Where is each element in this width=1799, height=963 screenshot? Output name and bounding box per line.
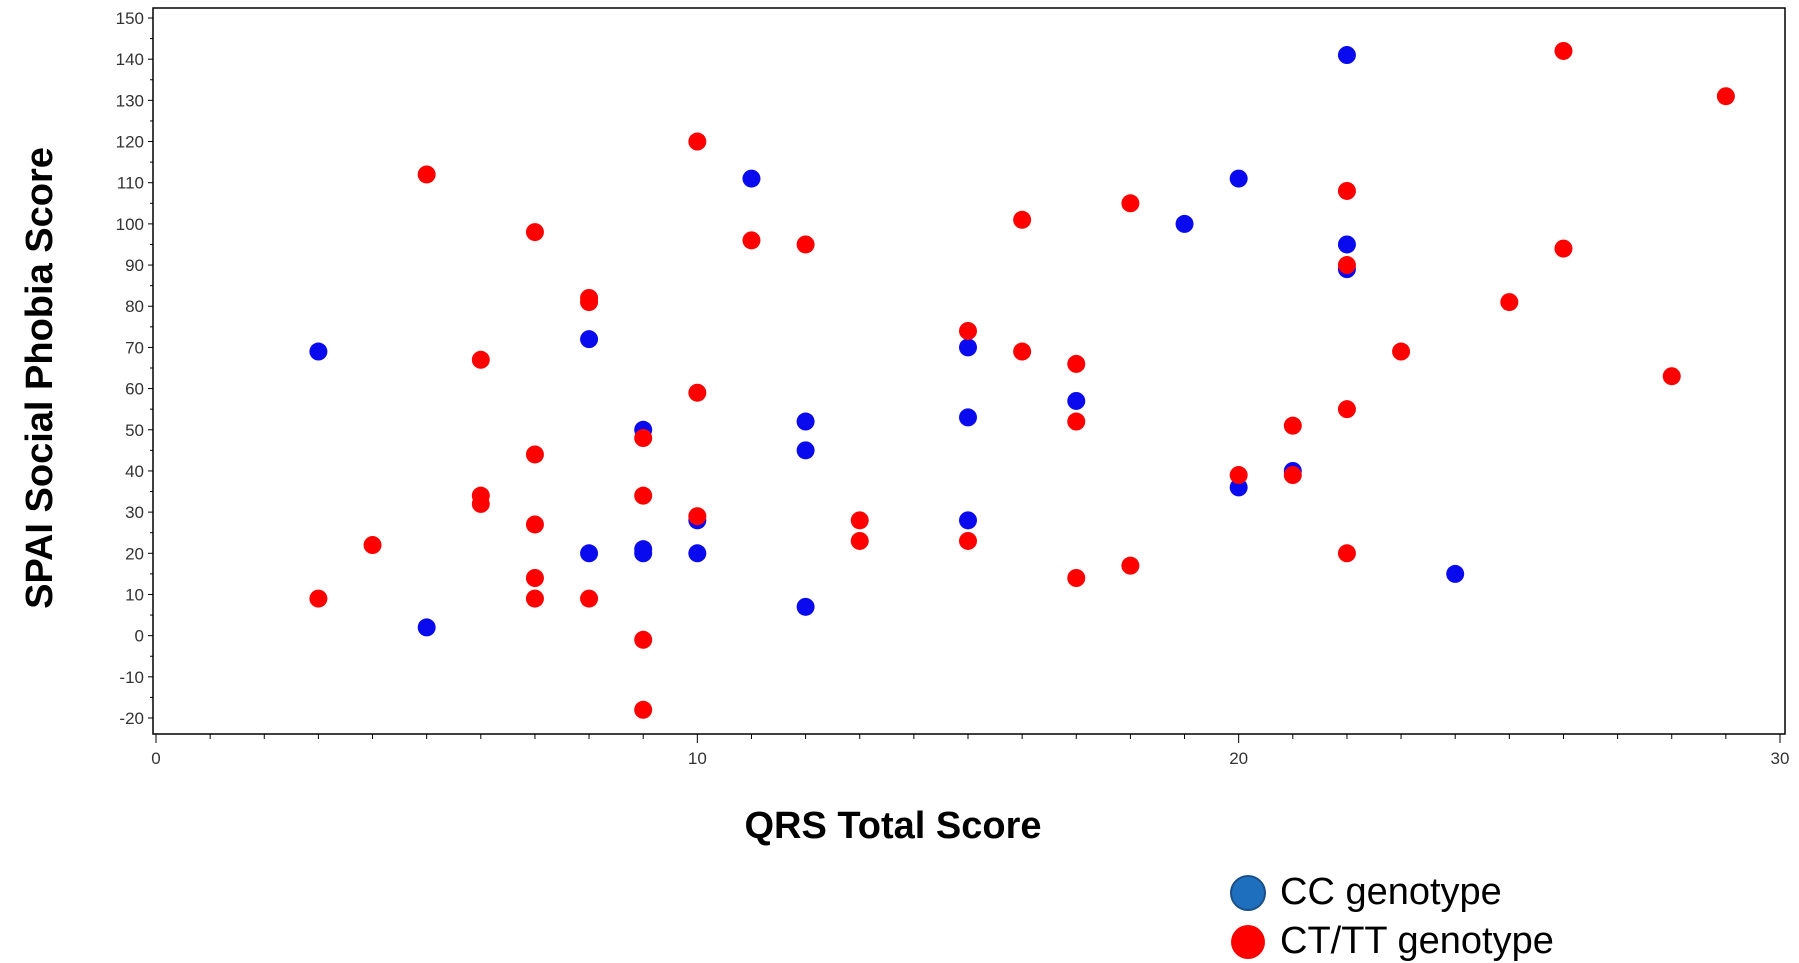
y-tick-label: 60 [125, 380, 144, 399]
point-ct-tt [1392, 342, 1411, 361]
point-cc [796, 597, 815, 616]
y-tick-label: 20 [125, 544, 144, 563]
y-tick-label: 140 [116, 50, 144, 69]
point-cc [959, 408, 977, 427]
point-ct-tt [525, 589, 544, 608]
y-tick-label: 70 [125, 338, 144, 357]
y-tick-label: 150 [116, 9, 144, 28]
point-ct-tt [1013, 342, 1032, 361]
point-ct-tt [1337, 256, 1356, 275]
point-ct-tt [1554, 239, 1573, 258]
point-cc [634, 544, 653, 563]
point-cc [742, 169, 761, 188]
point-ct-tt [850, 531, 869, 550]
point-ct-tt [1229, 466, 1248, 485]
y-tick-label: 0 [135, 627, 144, 646]
x-tick-label: 30 [1771, 749, 1790, 768]
x-axis-title: QRS Total Score [744, 805, 1041, 847]
point-ct-tt [796, 235, 815, 254]
legend-marker-cc [1230, 875, 1266, 911]
point-ct-tt [634, 630, 653, 649]
point-ct-tt [959, 321, 977, 340]
point-ct-tt [525, 445, 544, 464]
point-cc [417, 618, 436, 637]
legend-label-cc: CC genotype [1280, 871, 1502, 913]
x-axis: 0 10 20 30 [151, 734, 1789, 768]
plot-frame [152, 7, 1786, 735]
legend-label-ct-tt: CT/TT genotype [1280, 920, 1554, 962]
point-ct-tt [1337, 544, 1356, 563]
point-ct-tt [634, 429, 653, 447]
point-ct-tt [1554, 41, 1573, 60]
point-cc [1229, 478, 1248, 497]
point-ct-tt [688, 132, 707, 151]
y-tick-label: 50 [125, 421, 144, 440]
y-tick-label: 90 [125, 256, 144, 275]
point-cc [1337, 46, 1356, 65]
point-cc [309, 342, 328, 361]
point-ct-tt [1067, 412, 1086, 431]
y-tick-label: 30 [125, 503, 144, 522]
x-tick-label: 20 [1229, 749, 1248, 768]
y-tick-label: 130 [116, 91, 144, 110]
point-ct-tt [525, 515, 544, 534]
point-ct-tt [525, 569, 544, 587]
point-ct-tt [1662, 367, 1681, 386]
point-ct-tt [959, 531, 977, 550]
point-ct-tt [688, 383, 707, 402]
point-cc [1175, 214, 1194, 233]
point-ct-tt [634, 700, 653, 719]
point-ct-tt [1013, 210, 1032, 229]
point-ct-tt [1121, 194, 1140, 213]
point-cc [580, 544, 599, 563]
point-ct-tt [1337, 181, 1356, 200]
y-tick-label: 120 [116, 133, 144, 152]
point-ct-tt [1500, 293, 1519, 312]
point-ct-tt [1067, 354, 1086, 373]
x-tick-label: 10 [688, 749, 707, 768]
point-ct-tt [1121, 556, 1140, 575]
point-ct-tt [417, 165, 436, 184]
point-cc [796, 441, 815, 460]
point-ct-tt [471, 350, 490, 369]
point-cc [1446, 564, 1465, 583]
point-cc [796, 412, 815, 431]
point-cc [1229, 169, 1248, 188]
data-points [309, 41, 1735, 719]
y-tick-label: -20 [119, 709, 144, 728]
point-ct-tt [1283, 416, 1302, 435]
x-tick-label: 0 [151, 749, 160, 768]
point-ct-tt [580, 293, 599, 312]
point-ct-tt [363, 536, 382, 555]
point-ct-tt [850, 511, 869, 530]
point-cc [959, 338, 977, 357]
point-ct-tt [634, 486, 653, 505]
y-tick-label: -10 [119, 668, 144, 687]
point-cc [1337, 235, 1356, 254]
point-cc [580, 330, 599, 349]
point-ct-tt [471, 494, 490, 513]
point-ct-tt [1067, 569, 1086, 587]
y-tick-label: 40 [125, 462, 144, 481]
legend-marker-ct-tt [1231, 925, 1265, 959]
y-axis: -20 -10 0 10 20 30 40 50 60 70 80 90 100 110 120 130 140… [116, 9, 153, 728]
point-cc [688, 544, 707, 563]
point-ct-tt [309, 589, 328, 608]
y-tick-label: 110 [117, 174, 144, 193]
point-ct-tt [742, 231, 761, 250]
point-ct-tt [580, 589, 599, 608]
point-ct-tt [525, 223, 544, 242]
point-cc [959, 511, 977, 530]
point-cc [1067, 391, 1086, 410]
point-ct-tt [688, 507, 707, 526]
point-ct-tt [1716, 87, 1735, 106]
point-ct-tt [1283, 466, 1302, 485]
y-tick-label: 80 [125, 297, 144, 316]
y-axis-title: SPAI Social Phobia Score [19, 147, 61, 609]
y-tick-label: 10 [125, 585, 144, 604]
y-tick-label: 100 [116, 215, 144, 234]
legend: CC genotype CT/TT genotype [1230, 871, 1554, 962]
point-ct-tt [1337, 400, 1356, 419]
